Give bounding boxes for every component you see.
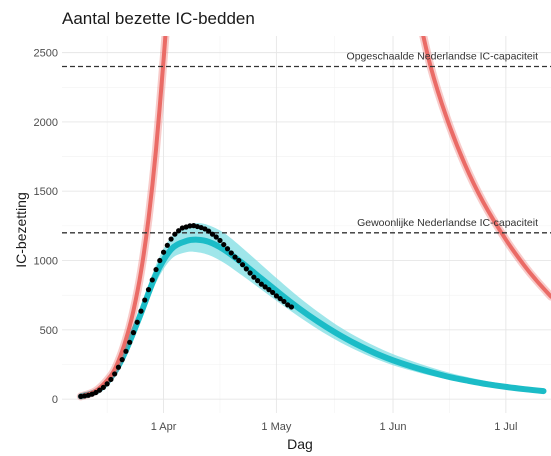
observed-point — [138, 308, 144, 314]
observed-point — [153, 266, 159, 273]
observed-point — [127, 339, 133, 345]
observed-point — [104, 381, 110, 387]
observed-point — [149, 277, 155, 283]
observed-point — [273, 293, 280, 299]
observed-point — [134, 319, 140, 325]
observed-point — [277, 296, 283, 302]
scenario-rise-band — [76, 36, 170, 401]
x-tick-label: 1 Jul — [494, 421, 517, 433]
observed-point — [243, 266, 249, 272]
x-tick-label: 1 May — [261, 421, 291, 433]
observed-point — [119, 357, 125, 363]
observed-point — [202, 226, 208, 232]
observed-point — [213, 234, 219, 240]
observed-point — [232, 254, 238, 260]
x-axis-title: Dag — [287, 436, 313, 452]
observed-point — [255, 278, 261, 284]
observed-point — [160, 249, 167, 255]
x-tick-label: 1 Apr — [151, 421, 177, 433]
y-tick-label: 1000 — [34, 256, 58, 268]
scenario-rise-line — [78, 36, 168, 399]
y-tick-label: 2500 — [34, 48, 58, 60]
observed-point — [239, 262, 246, 268]
observed-point — [123, 348, 129, 354]
observed-point — [228, 250, 234, 256]
observed-point — [236, 257, 242, 264]
scenario-decline-line — [421, 36, 551, 299]
observed-point — [142, 297, 148, 303]
y-tick-label: 2000 — [34, 117, 58, 129]
observed-point — [130, 330, 137, 336]
confidence-band-layer — [80, 223, 544, 398]
y-axis-title: IC-bezetting — [13, 192, 29, 267]
observed-point — [108, 376, 114, 383]
observed-point — [266, 287, 272, 293]
observed-point — [270, 289, 276, 296]
y-tick-label: 0 — [52, 394, 58, 406]
observed-point — [224, 246, 231, 252]
observed-point — [93, 389, 99, 396]
observed-point — [221, 241, 227, 248]
observed-point — [97, 387, 103, 393]
observed-point — [217, 237, 223, 244]
reference-line-label: Gewoonlijke Nederlandse IC-capaciteit — [357, 217, 538, 229]
observed-point — [209, 231, 216, 237]
y-tick-label: 1500 — [34, 186, 58, 198]
observed-point — [100, 384, 106, 390]
observed-point — [187, 223, 193, 229]
observed-point — [112, 371, 118, 377]
observed-point — [262, 284, 268, 290]
observed-point — [145, 287, 152, 293]
axis-ticks-layer: 0 500 1000 1500 2000 2500 1 Apr 1 May 1 Jun 1 Jul — [34, 48, 518, 433]
chart-title: Aantal bezette IC-bedden — [62, 9, 255, 28]
observed-points-layer — [78, 223, 295, 399]
observed-point — [172, 231, 178, 237]
observed-point — [251, 274, 257, 280]
observed-point — [157, 257, 163, 264]
y-tick-label: 500 — [40, 325, 58, 337]
observed-point — [258, 281, 264, 287]
reference-line-label: Opgeschaalde Nederlandse IC-capaciteit — [347, 50, 539, 62]
observed-point — [168, 236, 174, 242]
observed-point — [176, 228, 182, 234]
x-tick-label: 1 Jun — [380, 421, 407, 433]
observed-point — [288, 304, 295, 310]
observed-point — [115, 364, 122, 370]
observed-point — [206, 228, 212, 234]
reference-lines-layer: Opgeschaalde Nederlandse IC-capaciteit Ge… — [62, 50, 551, 234]
observed-point — [78, 393, 84, 399]
observed-point — [247, 270, 253, 276]
observed-point — [164, 242, 170, 248]
observed-point — [281, 298, 287, 305]
model-fit-confidence-band — [80, 223, 544, 398]
model-fit-line — [77, 236, 547, 400]
series-lines-layer — [76, 36, 551, 401]
